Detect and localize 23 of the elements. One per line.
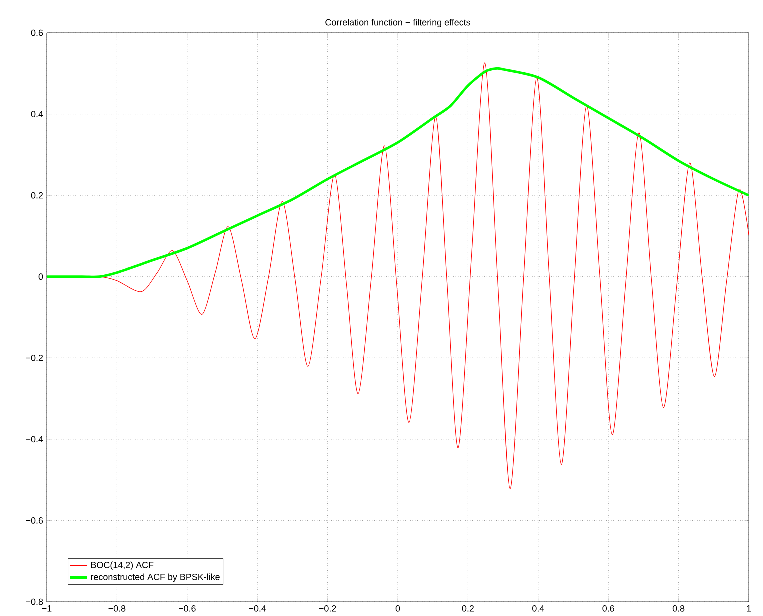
x-tick-label: 0.8 <box>672 606 685 612</box>
x-tick-label: −0.6 <box>178 606 196 612</box>
x-tick-label: 0 <box>396 606 400 612</box>
x-tick-label: −1 <box>42 606 52 612</box>
x-tick-label: −0.4 <box>249 606 266 612</box>
y-tick-label: 0.2 <box>31 192 44 199</box>
y-tick-label: −0.2 <box>26 354 44 362</box>
y-tick-label: −0.4 <box>26 436 44 443</box>
x-tick-label: 1 <box>747 606 752 612</box>
y-tick-label: 0 <box>38 274 44 280</box>
x-tick-label: −0.2 <box>319 606 336 612</box>
legend-label: BOC(14,2) ACF <box>91 562 154 570</box>
chart-title: Correlation function − filtering effects <box>326 19 470 28</box>
x-tick-label: −0.8 <box>108 606 126 612</box>
line-series <box>47 67 750 278</box>
legend-label: reconstructed ACF by BPSK-like <box>91 574 220 582</box>
x-tick-label: 0.6 <box>602 606 614 612</box>
y-tick-label: 0.6 <box>31 30 44 36</box>
y-tick-label: 0.4 <box>31 111 44 118</box>
x-tick-label: 0.4 <box>532 606 544 612</box>
x-tick-label: 0.2 <box>462 606 474 612</box>
y-tick-label: −0.6 <box>26 518 44 524</box>
y-tick-label: −0.8 <box>26 598 44 606</box>
